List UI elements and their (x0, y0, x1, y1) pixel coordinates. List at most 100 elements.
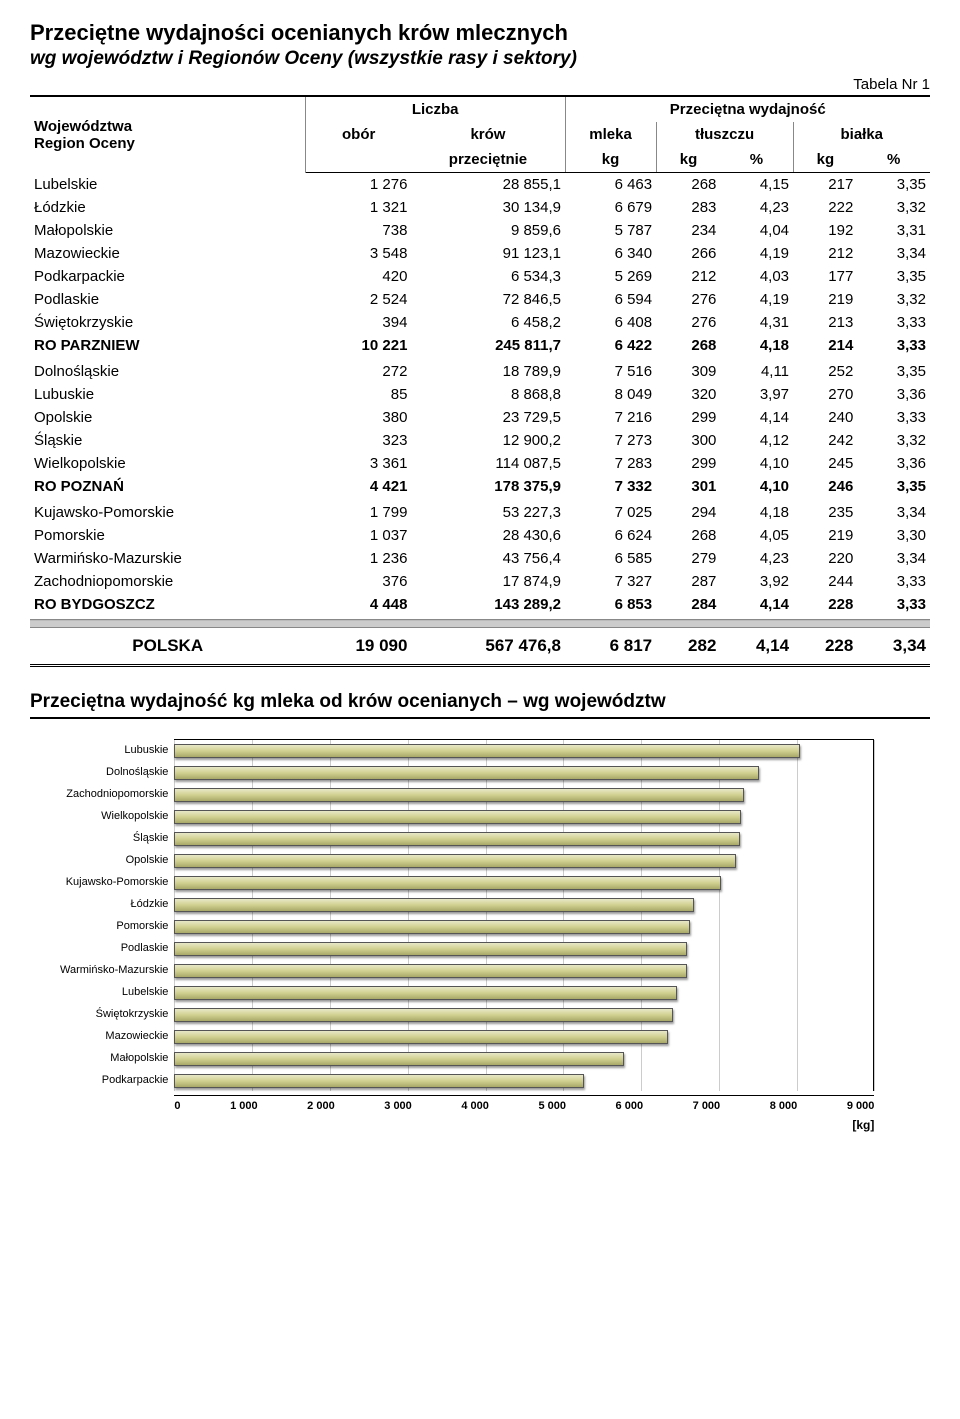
th-tluszczu: tłuszczu (656, 122, 793, 147)
row-cell: 4,12 (720, 429, 793, 452)
row-cell: 114 087,5 (411, 452, 565, 475)
row-cell: 4,14 (720, 628, 793, 666)
row-cell: 235 (793, 501, 857, 524)
row-cell: 245 811,7 (411, 334, 565, 360)
table-row: Małopolskie7389 859,65 7872344,041923,31 (30, 219, 930, 242)
row-cell: 217 (793, 173, 857, 197)
row-cell: 4,23 (720, 547, 793, 570)
row-cell: 178 375,9 (411, 475, 565, 501)
row-label: Kujawsko-Pomorskie (30, 501, 305, 524)
chart-bar (174, 744, 800, 758)
chart-bar-row (174, 916, 873, 938)
row-cell: 3,31 (857, 219, 930, 242)
row-cell: 6 853 (565, 593, 656, 620)
chart-bar-row (174, 938, 873, 960)
table-row: Mazowieckie3 54891 123,16 3402664,192123… (30, 242, 930, 265)
row-cell: 3,36 (857, 452, 930, 475)
th-wydajnosc: Przeciętna wydajność (565, 96, 930, 122)
row-cell: 3,34 (857, 501, 930, 524)
row-cell: 244 (793, 570, 857, 593)
row-cell: 7 516 (565, 360, 656, 383)
row-cell: 7 327 (565, 570, 656, 593)
chart-x-tick: 9 000 (847, 1100, 875, 1112)
chart-y-label: Kujawsko-Pomorskie (60, 871, 168, 893)
table-header: Województwa Region Oceny Liczba Przecięt… (30, 96, 930, 173)
chart-bars (174, 740, 873, 1092)
row-cell: 394 (305, 311, 411, 334)
row-cell: 279 (656, 547, 720, 570)
chart-y-label: Świętokrzyskie (60, 1003, 168, 1025)
row-label: Pomorskie (30, 524, 305, 547)
row-cell: 3,30 (857, 524, 930, 547)
row-cell: 6 458,2 (411, 311, 565, 334)
chart-bar-row (174, 1070, 873, 1092)
row-cell: 4,23 (720, 196, 793, 219)
row-cell: 3,36 (857, 383, 930, 406)
row-cell: 245 (793, 452, 857, 475)
chart-x-tick: 5 000 (538, 1100, 566, 1112)
chart-container: LubuskieDolnośląskieZachodniopomorskieWi… (30, 739, 930, 1132)
row-cell: 283 (656, 196, 720, 219)
row-cell: 266 (656, 242, 720, 265)
table-row: RO POZNAŃ4 421178 375,97 3323014,102463,… (30, 475, 930, 501)
table-row: Podkarpackie4206 534,35 2692124,031773,3… (30, 265, 930, 288)
chart-y-label: Wielkopolskie (60, 805, 168, 827)
chart-bar-row (174, 784, 873, 806)
chart-y-label: Dolnośląskie (60, 761, 168, 783)
chart-y-label: Małopolskie (60, 1047, 168, 1069)
chart-x-tick: 8 000 (770, 1100, 798, 1112)
th-region-oceny: Region Oceny (34, 135, 301, 152)
row-cell: 3,92 (720, 570, 793, 593)
table-row: Świętokrzyskie3946 458,26 4082764,312133… (30, 311, 930, 334)
table-row: RO PARZNIEW10 221245 811,76 4222684,1821… (30, 334, 930, 360)
row-cell: 299 (656, 452, 720, 475)
row-label: Świętokrzyskie (30, 311, 305, 334)
row-cell: 7 216 (565, 406, 656, 429)
row-label: Zachodniopomorskie (30, 570, 305, 593)
row-label: Podlaskie (30, 288, 305, 311)
row-cell: 3,33 (857, 593, 930, 620)
chart-title: Przeciętna wydajność kg mleka od krów oc… (30, 691, 930, 719)
row-cell: 7 025 (565, 501, 656, 524)
chart-bar (174, 1052, 624, 1066)
row-cell: 287 (656, 570, 720, 593)
row-cell: 4,19 (720, 242, 793, 265)
table-row: Warmińsko-Mazurskie1 23643 756,46 585279… (30, 547, 930, 570)
table-number: Tabela Nr 1 (30, 76, 930, 93)
table-row: Lubelskie1 27628 855,16 4632684,152173,3… (30, 173, 930, 197)
chart-unit-label: [kg] (174, 1118, 874, 1132)
row-cell: 268 (656, 173, 720, 197)
row-cell: 6 585 (565, 547, 656, 570)
row-cell: 309 (656, 360, 720, 383)
table-row: Wielkopolskie3 361114 087,57 2832994,102… (30, 452, 930, 475)
row-cell: 3,32 (857, 429, 930, 452)
row-cell: 3,32 (857, 288, 930, 311)
chart-bar (174, 898, 693, 912)
chart-bar-row (174, 894, 873, 916)
row-cell: 213 (793, 311, 857, 334)
row-cell: 1 236 (305, 547, 411, 570)
row-label: Lubuskie (30, 383, 305, 406)
row-cell: 228 (793, 628, 857, 666)
row-cell: 3,33 (857, 334, 930, 360)
chart-y-label: Podkarpackie (60, 1069, 168, 1091)
chart-y-label: Śląskie (60, 827, 168, 849)
chart-y-label: Lubuskie (60, 739, 168, 761)
row-cell: 1 321 (305, 196, 411, 219)
chart-bar (174, 1030, 667, 1044)
row-cell: 28 430,6 (411, 524, 565, 547)
th-krow: krów (411, 122, 565, 147)
chart-x-tick: 1 000 (230, 1100, 258, 1112)
chart-bar-row (174, 806, 873, 828)
row-cell: 320 (656, 383, 720, 406)
row-cell: 1 037 (305, 524, 411, 547)
row-cell: 268 (656, 334, 720, 360)
table-row: Dolnośląskie27218 789,97 5163094,112523,… (30, 360, 930, 383)
chart-bar-row (174, 960, 873, 982)
row-cell: 219 (793, 288, 857, 311)
row-cell: 9 859,6 (411, 219, 565, 242)
row-cell: 5 787 (565, 219, 656, 242)
chart-bar-row (174, 740, 873, 762)
chart-y-label: Lubelskie (60, 981, 168, 1003)
row-cell: 3,33 (857, 311, 930, 334)
